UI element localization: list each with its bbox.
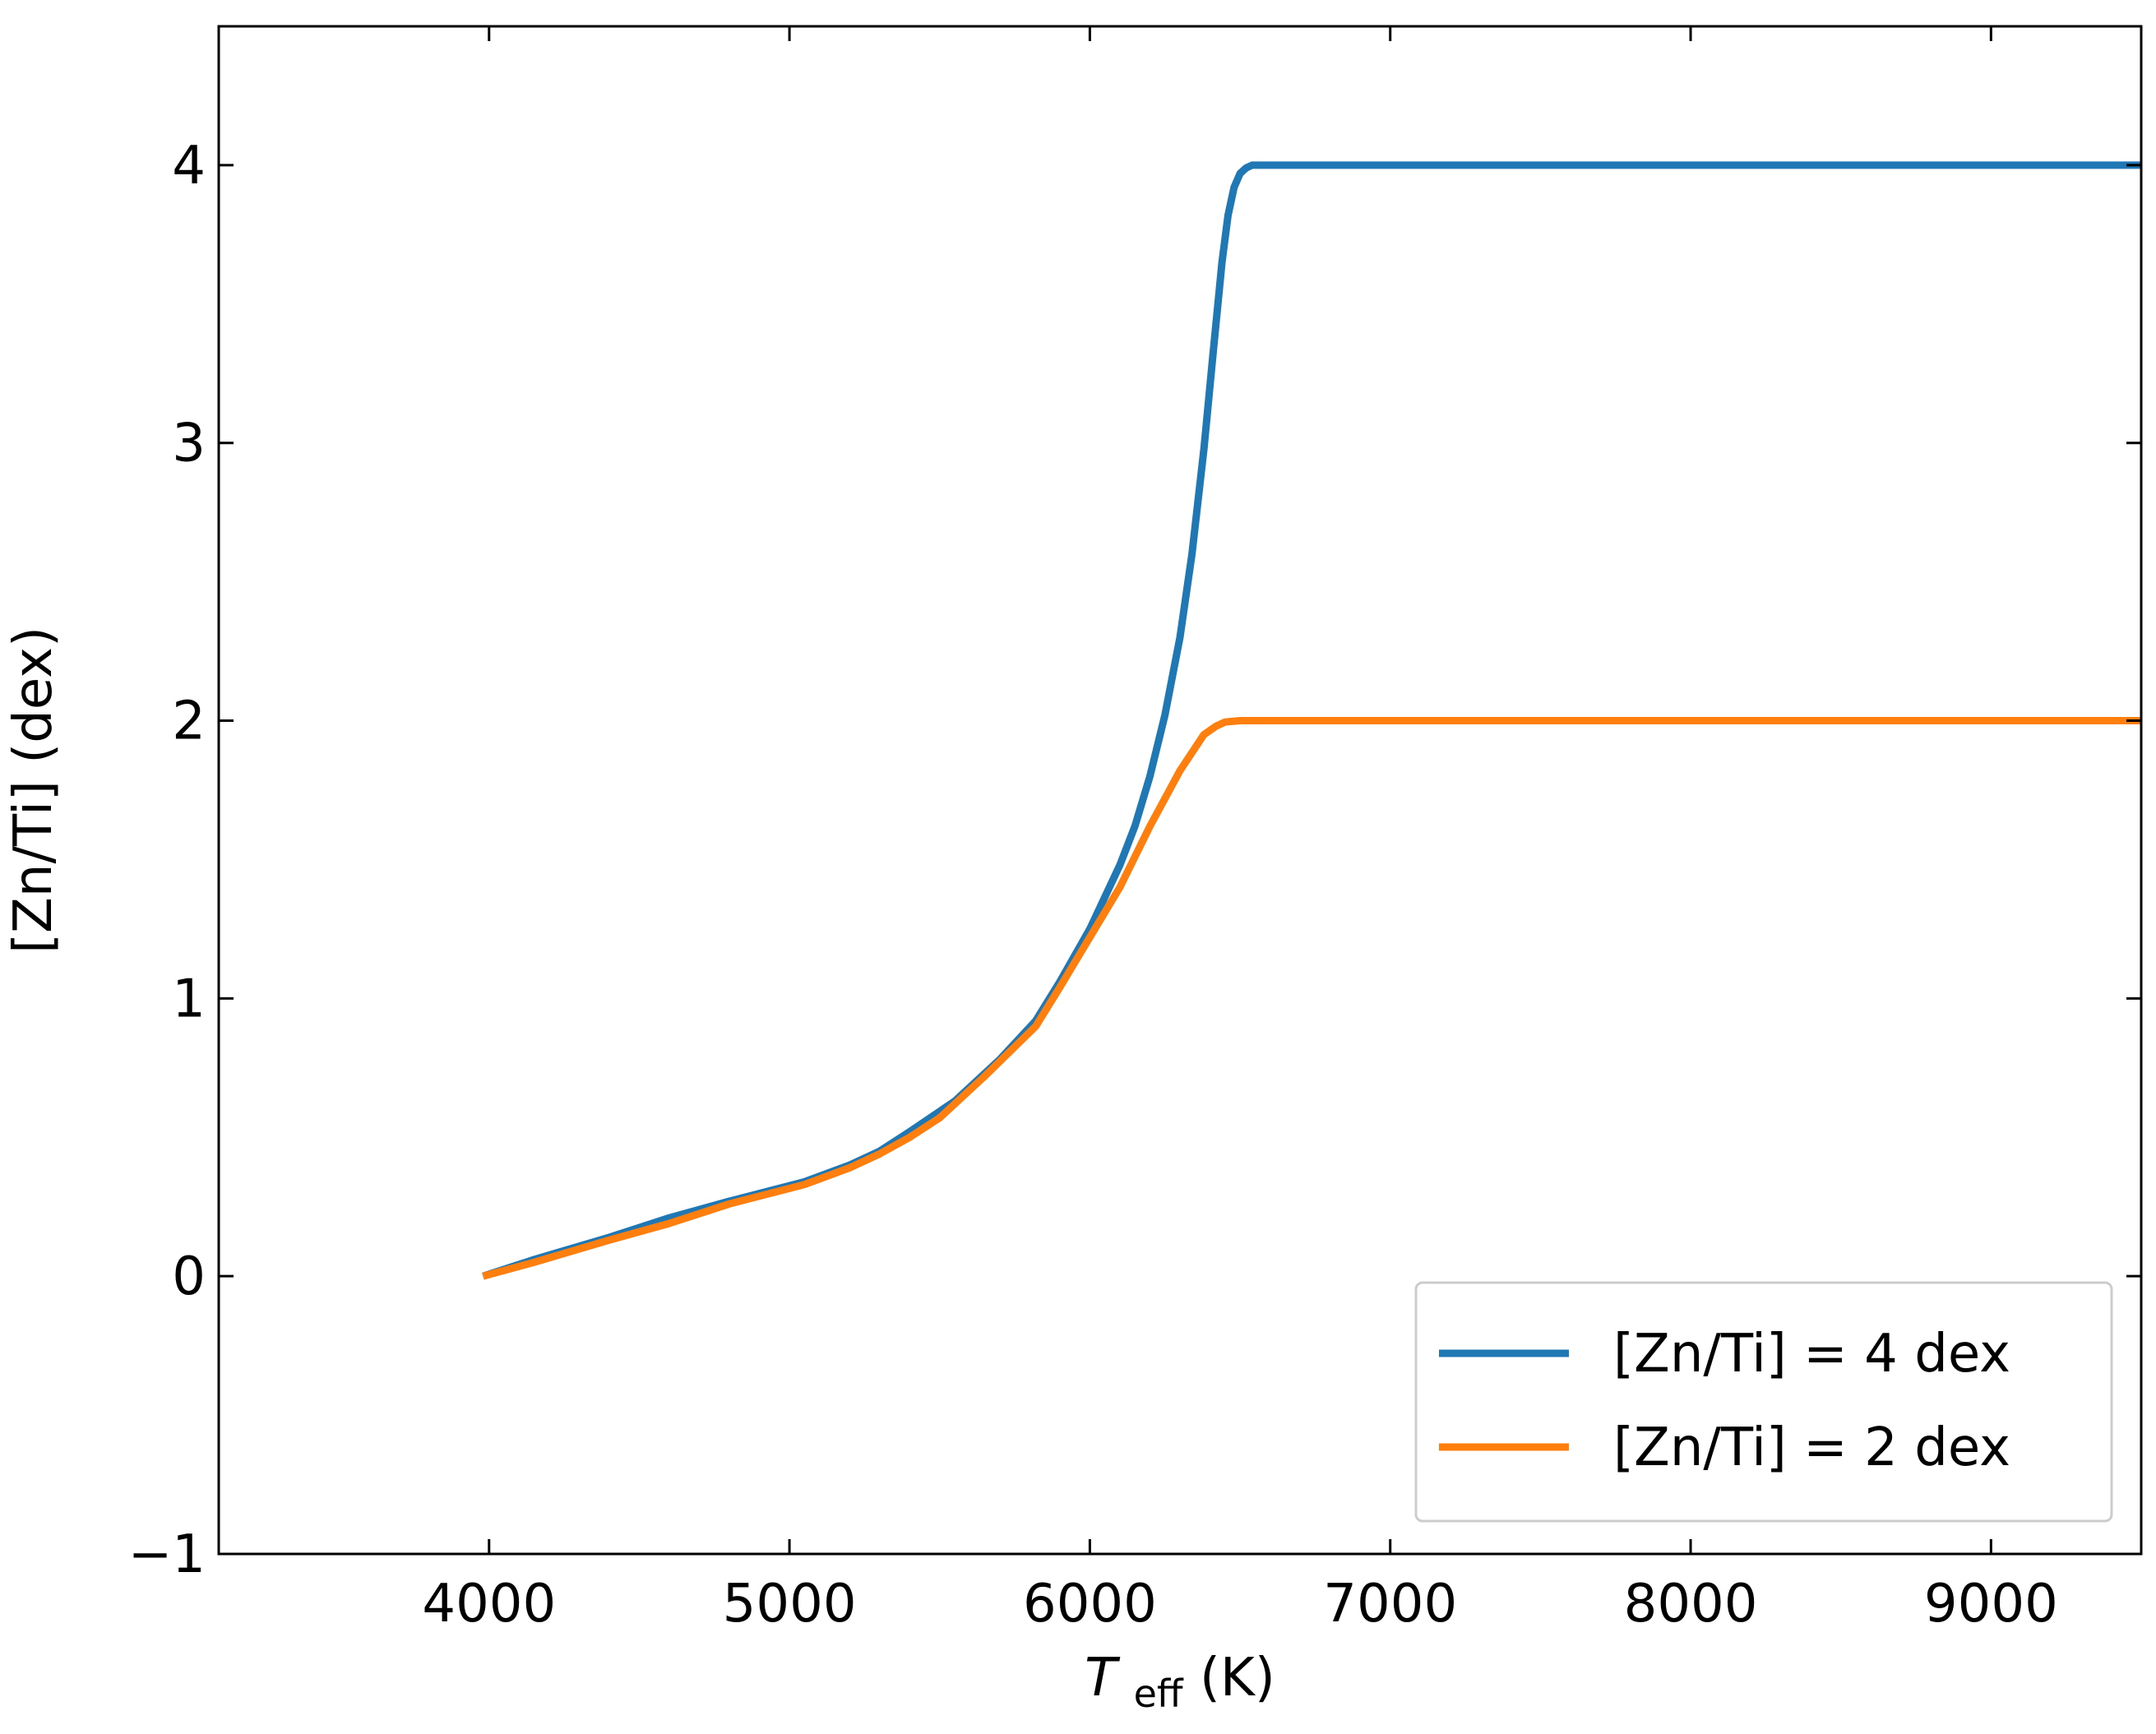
- plot-frame: [217, 25, 2143, 1556]
- y-tick-label: 2: [172, 691, 206, 752]
- x-tick-label: 7000: [1323, 1574, 1457, 1635]
- legend-label-1: [Zn/Ti] = 4 dex: [1613, 1324, 2010, 1385]
- legend-entries: [Zn/Ti] = 4 dex [Zn/Ti] = 2 dex: [1439, 1324, 2010, 1478]
- legend-box: [1414, 1281, 2113, 1523]
- legend: [Zn/Ti] = 4 dex [Zn/Ti] = 2 dex: [1414, 1281, 2113, 1523]
- x-tick-label: 4000: [422, 1574, 556, 1635]
- x-axis-symbol: T: [1085, 1648, 1121, 1709]
- legend-label-2: [Zn/Ti] = 2 dex: [1613, 1417, 2010, 1478]
- x-tick-label: 5000: [723, 1574, 857, 1635]
- y-tick-label: −1: [128, 1524, 206, 1585]
- tick-layer: 4000 5000 6000 7000 8000 9000 −1 0 1 2 3 4: [128, 26, 2141, 1635]
- x-axis-subscript: eff: [1134, 1672, 1184, 1716]
- y-tick-label: 4: [172, 136, 206, 197]
- y-tick-label: 0: [172, 1246, 206, 1307]
- series-line-2: [482, 717, 2141, 1280]
- series-layer: [482, 161, 2141, 1280]
- x-tick-label: 8000: [1624, 1574, 1758, 1635]
- x-axis-title: T eff (K): [1085, 1648, 1275, 1720]
- x-tick-label: 6000: [1023, 1574, 1157, 1635]
- x-axis-unit: (K): [1200, 1648, 1275, 1709]
- y-tick-label: 1: [172, 969, 206, 1029]
- y-tick-label: 3: [172, 414, 206, 474]
- x-tick-label: 9000: [1924, 1574, 2058, 1635]
- y-axis-title: [Zn/Ti] (dex): [3, 627, 64, 954]
